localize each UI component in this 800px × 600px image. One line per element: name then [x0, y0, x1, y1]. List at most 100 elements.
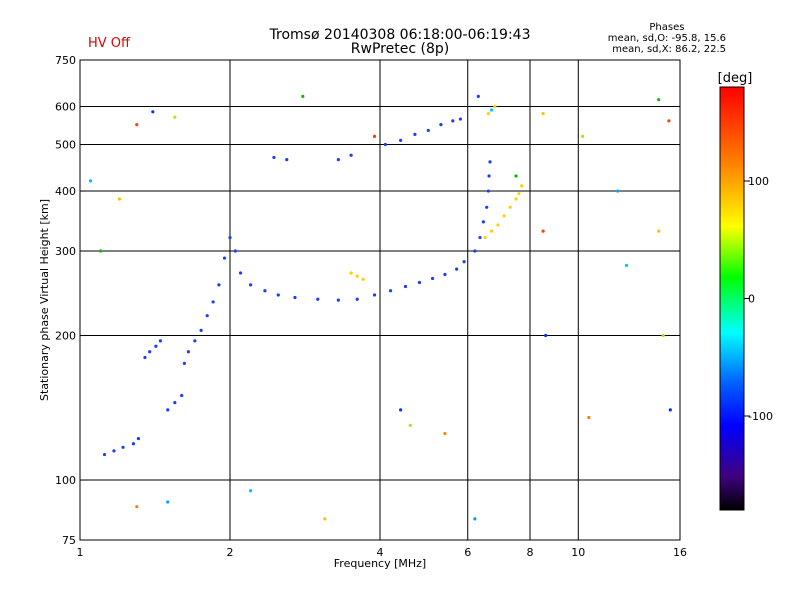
y-tick-label: 100: [55, 474, 76, 487]
data-points: [88, 94, 672, 521]
data-point: [88, 179, 93, 183]
data-point: [102, 452, 107, 457]
colorbar-tick-label: 0: [748, 293, 755, 306]
y-tick-label: 400: [55, 185, 76, 198]
x-tick-label: 2: [227, 546, 234, 559]
x-tick-label: 1: [77, 546, 84, 559]
data-point: [186, 350, 190, 354]
data-point: [135, 123, 139, 127]
data-point: [272, 155, 276, 160]
colorbar: [719, 86, 745, 511]
stats-header: Phases: [649, 22, 685, 33]
data-point: [657, 229, 661, 233]
data-point: [349, 271, 353, 275]
data-point: [478, 235, 482, 240]
data-point: [486, 111, 490, 116]
data-point: [143, 355, 147, 360]
x-tick-label: 16: [673, 546, 687, 559]
data-point: [336, 298, 340, 302]
stats-line-o: mean, sd,O: -95.8, 15.6: [607, 33, 726, 44]
data-point: [276, 293, 280, 297]
data-point: [508, 205, 512, 209]
data-point: [372, 293, 377, 297]
phase-stats: Phases mean, sd,O: -95.8, 15.6 mean, sd,…: [608, 22, 726, 55]
data-point: [661, 333, 665, 338]
data-point: [131, 442, 136, 446]
data-point: [616, 189, 620, 193]
y-tick-label: 200: [55, 330, 76, 343]
data-point: [483, 235, 487, 240]
data-point: [667, 119, 671, 123]
data-point: [455, 267, 459, 271]
data-point: [451, 119, 455, 123]
data-point: [514, 197, 518, 201]
data-point: [587, 415, 591, 420]
data-point: [399, 138, 403, 142]
data-point: [217, 283, 221, 287]
data-point: [383, 142, 387, 147]
data-point: [487, 174, 491, 178]
stats-line-x: mean, sd,X: 86.2, 22.5: [612, 44, 726, 55]
data-point: [413, 132, 417, 136]
data-point: [476, 94, 480, 98]
data-point: [408, 423, 412, 427]
data-point: [490, 108, 494, 112]
data-point: [624, 263, 629, 267]
data-point: [490, 229, 494, 233]
data-point: [222, 256, 227, 260]
data-point: [372, 134, 377, 138]
chart-title: Tromsø 20140308 06:18:00-06:19:43: [269, 27, 531, 43]
data-point: [249, 489, 253, 493]
data-point: [151, 110, 155, 114]
data-point: [439, 123, 443, 127]
data-point: [121, 445, 125, 449]
x-tick-label: 10: [571, 546, 585, 559]
data-point: [426, 128, 430, 133]
data-point: [323, 517, 327, 521]
data-point: [349, 153, 353, 157]
colorbar-label: [deg]: [718, 71, 753, 86]
data-point: [180, 393, 184, 398]
data-point: [166, 408, 170, 412]
data-point: [182, 361, 186, 365]
data-point: [417, 280, 422, 285]
data-point: [580, 134, 585, 138]
data-point: [112, 449, 116, 453]
data-point: [249, 283, 253, 287]
data-point: [403, 284, 408, 289]
data-point: [388, 289, 393, 293]
colorbar-tick-label: -100: [748, 410, 773, 423]
data-point: [117, 197, 122, 201]
data-point: [443, 272, 447, 277]
data-point: [430, 276, 435, 281]
y-tick-label: 75: [62, 534, 76, 547]
y-tick-label: 600: [55, 101, 76, 114]
y-tick-label: 300: [55, 245, 76, 258]
data-point: [301, 94, 305, 98]
data-point: [199, 328, 203, 332]
data-point: [520, 184, 524, 188]
colorbar-tick-label: 100: [748, 175, 769, 188]
data-point: [173, 400, 177, 405]
data-point: [462, 260, 466, 264]
data-point: [316, 297, 320, 301]
data-point: [473, 517, 477, 521]
data-point: [496, 223, 500, 227]
y-axis-ticks: 75 100 200 300 400 500 600 750: [55, 54, 86, 547]
data-point: [228, 235, 232, 240]
plot-frame: [79, 59, 681, 541]
data-point: [443, 431, 447, 436]
data-point: [493, 104, 497, 109]
data-point: [481, 220, 485, 224]
grid-lines: [80, 60, 680, 540]
data-point: [263, 289, 267, 293]
data-point: [485, 205, 489, 209]
x-tick-label: 6: [464, 546, 471, 559]
data-point: [514, 174, 518, 178]
data-point: [361, 277, 365, 281]
data-point: [517, 192, 521, 196]
data-point: [657, 98, 661, 102]
data-point: [544, 333, 548, 338]
data-point: [99, 249, 103, 253]
